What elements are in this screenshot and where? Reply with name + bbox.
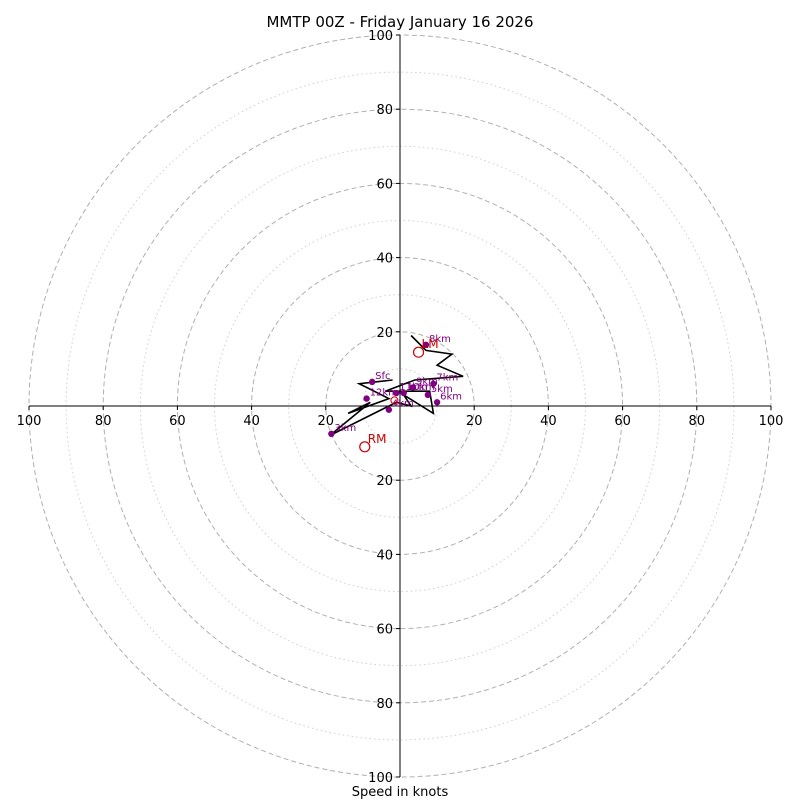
storm-motion-point	[412, 346, 425, 358]
chart-title: MMTP 00Z - Friday January 16 2026	[266, 13, 533, 31]
tick-label: 40	[376, 548, 393, 563]
storm-motion-markers: RM LM	[359, 337, 439, 453]
height-label: 4km	[392, 399, 414, 410]
tick-label: 100	[17, 414, 42, 429]
height-point	[433, 399, 441, 406]
tick-label: 40	[376, 252, 393, 267]
height-point	[400, 389, 407, 397]
storm-motion-label: LM	[422, 337, 439, 351]
height-point	[393, 389, 400, 397]
tick-label: 20	[376, 326, 393, 341]
tick-label: 100	[368, 29, 393, 44]
storm-motion-point	[359, 441, 371, 453]
height-point	[422, 341, 430, 348]
height-point	[363, 395, 370, 402]
tick-label: 20	[466, 414, 483, 429]
storm-motion-label: RM	[368, 432, 387, 446]
height-point	[368, 378, 376, 386]
height-point	[328, 430, 335, 438]
tick-label: 80	[95, 414, 112, 429]
mean-wind-marker	[390, 396, 399, 405]
height-point	[409, 384, 417, 391]
height-point	[424, 391, 432, 399]
tick-label: 80	[376, 697, 393, 712]
tick-label: 80	[376, 103, 393, 118]
height-label: 8km	[429, 334, 451, 345]
tick-labels: 20 20 20 20 40 40 40 40 60 60 60 60 80 80 80 80 100 100 10…	[17, 29, 784, 786]
height-point	[430, 380, 437, 387]
tick-label: 20	[318, 414, 335, 429]
height-label: 7km	[436, 373, 458, 384]
tick-label: 60	[376, 623, 393, 638]
axes	[29, 35, 771, 777]
height-label: 12km	[370, 388, 398, 399]
tick-label: 40	[540, 414, 557, 429]
height-label: Sfc	[375, 371, 390, 382]
height-label: 3km	[334, 423, 356, 434]
height-label: 6km	[440, 391, 462, 402]
tick-label: 80	[689, 414, 706, 429]
height-label: 11km	[399, 382, 427, 393]
height-point	[385, 406, 393, 413]
tick-label: 60	[614, 414, 631, 429]
tick-label: 60	[169, 414, 186, 429]
tick-label: 100	[368, 771, 393, 786]
tick-label: 60	[376, 177, 393, 192]
height-label: 5km	[431, 384, 453, 395]
tick-label: 100	[759, 414, 784, 429]
height-label: 10km	[407, 382, 435, 393]
height-label: 9km	[416, 376, 438, 387]
tick-label: 20	[376, 474, 393, 489]
tick-label: 40	[243, 414, 260, 429]
x-axis-label: Speed in knots	[352, 785, 449, 800]
